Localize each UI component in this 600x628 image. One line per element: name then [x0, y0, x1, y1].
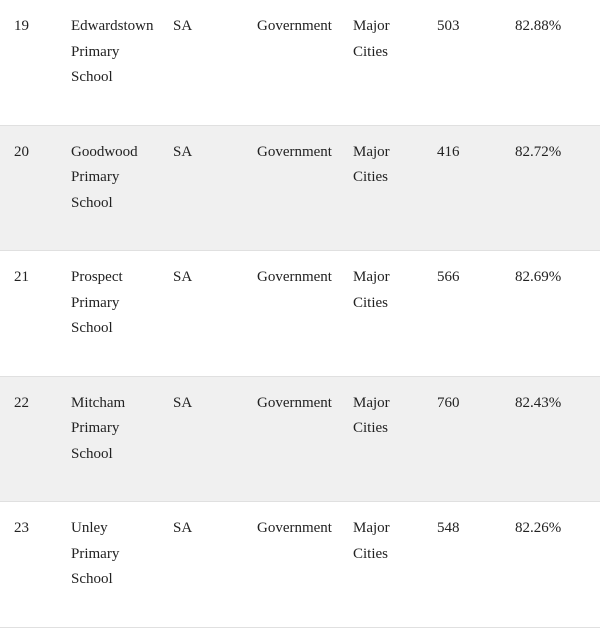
- schools-tbody: 19 Edwardstown Primary School SA Governm…: [0, 0, 600, 627]
- cell-sector: Government: [249, 125, 345, 251]
- cell-enrolments: 416: [429, 125, 507, 251]
- cell-rank: 22: [0, 376, 63, 502]
- cell-remoteness: Major Cities: [345, 0, 429, 125]
- table-row: 22 Mitcham Primary School SA Government …: [0, 376, 600, 502]
- cell-rank: 19: [0, 0, 63, 125]
- cell-percent: 82.72%: [507, 125, 600, 251]
- cell-sector: Government: [249, 502, 345, 628]
- cell-state: SA: [165, 125, 249, 251]
- cell-remoteness: Major Cities: [345, 125, 429, 251]
- cell-percent: 82.43%: [507, 376, 600, 502]
- cell-sector: Government: [249, 251, 345, 377]
- cell-school: Edwardstown Primary School: [63, 0, 165, 125]
- cell-remoteness: Major Cities: [345, 502, 429, 628]
- cell-state: SA: [165, 376, 249, 502]
- cell-state: SA: [165, 502, 249, 628]
- table-row: 20 Goodwood Primary School SA Government…: [0, 125, 600, 251]
- cell-state: SA: [165, 251, 249, 377]
- cell-school: Mitcham Primary School: [63, 376, 165, 502]
- cell-enrolments: 503: [429, 0, 507, 125]
- cell-school: Prospect Primary School: [63, 251, 165, 377]
- cell-rank: 23: [0, 502, 63, 628]
- schools-table: 19 Edwardstown Primary School SA Governm…: [0, 0, 600, 628]
- cell-percent: 82.69%: [507, 251, 600, 377]
- cell-rank: 21: [0, 251, 63, 377]
- cell-percent: 82.88%: [507, 0, 600, 125]
- cell-remoteness: Major Cities: [345, 251, 429, 377]
- cell-sector: Government: [249, 376, 345, 502]
- cell-school: Unley Primary School: [63, 502, 165, 628]
- cell-remoteness: Major Cities: [345, 376, 429, 502]
- table-row: 19 Edwardstown Primary School SA Governm…: [0, 0, 600, 125]
- table-row: 21 Prospect Primary School SA Government…: [0, 251, 600, 377]
- cell-enrolments: 760: [429, 376, 507, 502]
- cell-enrolments: 566: [429, 251, 507, 377]
- cell-state: SA: [165, 0, 249, 125]
- cell-percent: 82.26%: [507, 502, 600, 628]
- cell-school: Goodwood Primary School: [63, 125, 165, 251]
- table-row: 23 Unley Primary School SA Government Ma…: [0, 502, 600, 628]
- cell-enrolments: 548: [429, 502, 507, 628]
- cell-sector: Government: [249, 0, 345, 125]
- cell-rank: 20: [0, 125, 63, 251]
